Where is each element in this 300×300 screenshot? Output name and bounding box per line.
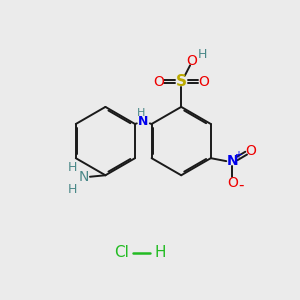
Text: N: N xyxy=(138,115,148,128)
Text: H: H xyxy=(68,161,77,174)
Text: Cl: Cl xyxy=(114,245,129,260)
Text: N: N xyxy=(79,170,89,184)
Text: O: O xyxy=(245,144,256,158)
Text: H: H xyxy=(198,48,208,62)
Text: S: S xyxy=(176,74,187,89)
Text: O: O xyxy=(227,176,238,190)
Text: -: - xyxy=(238,177,244,192)
Text: H: H xyxy=(154,245,166,260)
Text: N: N xyxy=(226,154,238,168)
Text: O: O xyxy=(154,75,164,88)
Text: H: H xyxy=(68,183,77,196)
Text: O: O xyxy=(198,75,209,88)
Text: H: H xyxy=(137,108,145,118)
Text: +: + xyxy=(234,150,242,160)
Text: O: O xyxy=(186,54,197,68)
